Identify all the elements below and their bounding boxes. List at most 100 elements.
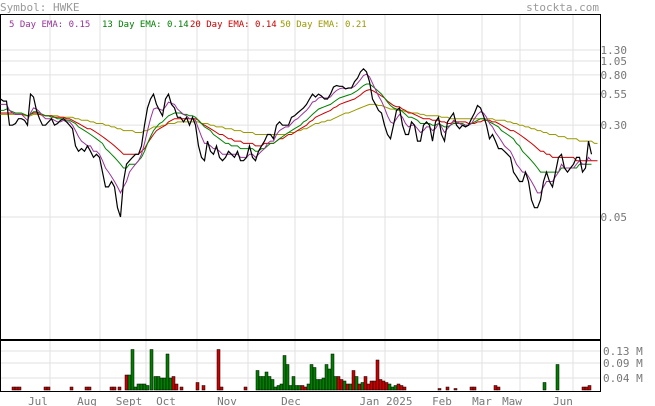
13-day-ema-line bbox=[0, 83, 592, 173]
volume-bar bbox=[345, 383, 350, 391]
volume-bar bbox=[46, 386, 51, 391]
volume-bar bbox=[255, 370, 260, 391]
volume-bar bbox=[327, 368, 332, 391]
volume-bar bbox=[258, 376, 263, 391]
volume-bar bbox=[555, 364, 560, 391]
legend: 5 Day EMA: 0.15 13 Day EMA: 0.14 20 Day … bbox=[9, 20, 367, 30]
volume-bar bbox=[348, 383, 353, 391]
volume-bar bbox=[309, 364, 314, 391]
volume-bar bbox=[469, 386, 474, 391]
20-day-ema-line bbox=[0, 89, 598, 162]
volume-bar bbox=[372, 380, 377, 391]
volume-bar bbox=[493, 385, 498, 391]
volume-bar bbox=[112, 386, 117, 391]
volume-bar bbox=[261, 376, 266, 391]
legend-20day-value: 0.14 bbox=[255, 20, 277, 30]
volume-tick-label: 0.09 M bbox=[603, 357, 643, 370]
volume-bar bbox=[360, 382, 365, 391]
volume-bar bbox=[273, 386, 278, 391]
volume-bar bbox=[156, 376, 161, 391]
legend-13day-value: 0.14 bbox=[167, 20, 189, 30]
date-tick-label: Aug bbox=[77, 395, 97, 406]
volume-bar bbox=[84, 386, 89, 391]
volume-bar bbox=[393, 385, 398, 391]
legend-5day-ema: 5 Day EMA: 0.15 bbox=[9, 20, 90, 30]
volume-bar bbox=[396, 383, 401, 391]
volume-bar bbox=[291, 376, 296, 391]
volume-bar bbox=[276, 385, 281, 391]
date-tick-label: Jul bbox=[28, 395, 48, 406]
price-tick-label: 0.05 bbox=[601, 211, 628, 224]
volume-bar bbox=[69, 386, 74, 391]
volume-bar bbox=[117, 386, 122, 391]
volume-bar bbox=[282, 355, 287, 391]
volume-panel bbox=[0, 340, 601, 392]
volume-bar bbox=[201, 385, 206, 391]
legend-20day-ema: 20 Day EMA: 0.14 bbox=[190, 20, 277, 30]
legend-50day-value: 0.21 bbox=[345, 20, 367, 30]
date-tick-label: Jun bbox=[553, 395, 573, 406]
price-tick-label: 1.30 bbox=[601, 44, 628, 57]
volume-bar bbox=[378, 379, 383, 391]
volume-bar bbox=[336, 376, 341, 391]
price-tick-label: 0.80 bbox=[601, 69, 628, 82]
volume-bar bbox=[318, 379, 323, 391]
volume-bar bbox=[159, 377, 164, 391]
volume-bar bbox=[153, 376, 158, 391]
volume-bar bbox=[171, 376, 176, 391]
legend-20day-label: 20 Day EMA: bbox=[190, 20, 255, 30]
volume-bar bbox=[162, 377, 167, 391]
legend-5day-value: 0.15 bbox=[69, 20, 91, 30]
volume-bar bbox=[312, 367, 317, 391]
volume-bar bbox=[174, 383, 179, 391]
volume-bar bbox=[342, 380, 347, 391]
volume-bar bbox=[306, 383, 311, 391]
symbol-label: Symbol: HWKE bbox=[0, 1, 79, 14]
volume-bar bbox=[243, 386, 248, 391]
volume-bar bbox=[445, 386, 450, 391]
volume-tick-label: 0.04 M bbox=[603, 372, 643, 385]
volume-tick-label: 0.13 M bbox=[603, 345, 643, 358]
volume-bar bbox=[300, 385, 305, 391]
5-day-ema-line bbox=[0, 73, 592, 195]
date-tick-label: Mar bbox=[472, 395, 492, 406]
volume-bar bbox=[267, 376, 272, 391]
volume-bar bbox=[294, 385, 299, 391]
volume-bar bbox=[453, 388, 458, 391]
legend-13day-label: 13 Day EMA: bbox=[102, 20, 167, 30]
volume-bar bbox=[109, 386, 114, 391]
volume-bar bbox=[87, 386, 92, 391]
volume-bar bbox=[145, 385, 150, 391]
volume-bar bbox=[136, 383, 141, 391]
date-tick-label: Dec bbox=[281, 395, 301, 406]
volume-bar bbox=[17, 386, 22, 391]
volume-bar bbox=[354, 376, 359, 391]
legend-13day-ema: 13 Day EMA: 0.14 bbox=[102, 20, 189, 30]
price-tick-label: 1.05 bbox=[601, 55, 628, 68]
volume-bar bbox=[43, 386, 48, 391]
volume-bar bbox=[11, 386, 16, 391]
volume-bar bbox=[303, 386, 308, 391]
volume-bar bbox=[390, 386, 395, 391]
brand-label: stockta.com bbox=[526, 1, 599, 14]
volume-bar bbox=[149, 349, 154, 391]
legend-50day-ema: 50 Day EMA: 0.21 bbox=[280, 20, 367, 30]
volume-bar bbox=[581, 386, 586, 391]
date-tick-label: Sept bbox=[116, 395, 143, 406]
50-day-ema-line bbox=[0, 103, 598, 144]
volume-bar bbox=[285, 364, 290, 391]
price-line bbox=[0, 67, 593, 218]
legend-5day-label: 5 Day EMA: bbox=[9, 20, 69, 30]
volume-bar bbox=[130, 349, 135, 391]
volume-bar bbox=[142, 383, 147, 391]
volume-bar bbox=[297, 385, 302, 391]
volume-bar bbox=[381, 380, 386, 391]
volume-bar bbox=[496, 386, 501, 391]
series-lines bbox=[0, 67, 598, 218]
volume-bar bbox=[369, 380, 374, 391]
volume-bar bbox=[195, 382, 200, 391]
volume-bar bbox=[357, 383, 362, 391]
volume-bar bbox=[339, 379, 344, 391]
date-tick-label: Feb bbox=[432, 395, 452, 406]
